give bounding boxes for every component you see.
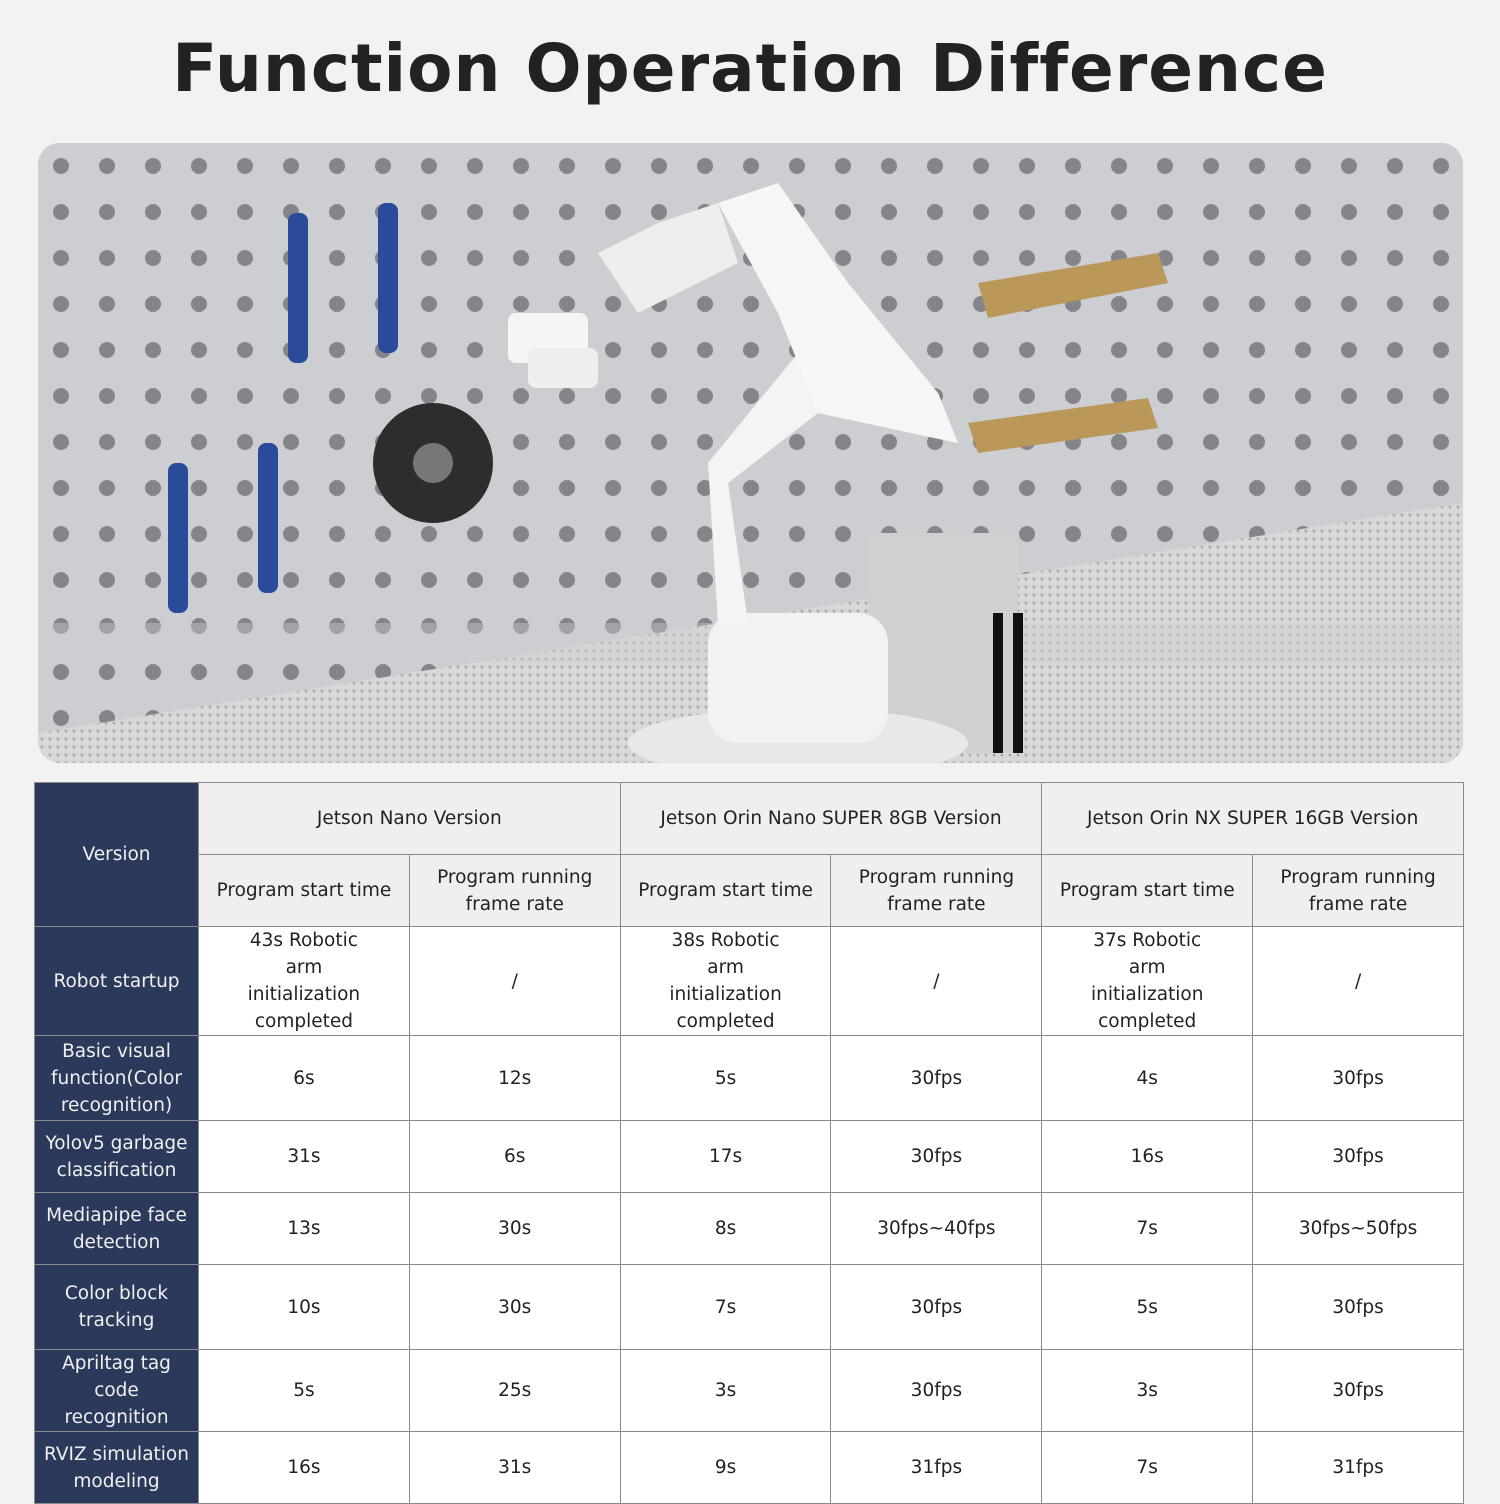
- subheader-start-time: Program start time: [619, 854, 832, 927]
- table-cell: 30fps: [1252, 1349, 1464, 1432]
- page-title: Function Operation Difference: [172, 30, 1328, 107]
- subheader-start-time: Program start time: [1041, 854, 1254, 927]
- version-orin-nano-super: Jetson Orin Nano SUPER 8GB Version: [619, 782, 1043, 855]
- version-orin-nx-super: Jetson Orin NX SUPER 16GB Version: [1041, 782, 1464, 855]
- table-cell: 30fps: [1252, 1120, 1464, 1193]
- subheader-frame-rate: Program running frame rate: [830, 854, 1043, 927]
- table-cell: /: [1252, 926, 1464, 1036]
- table-row: Robot startup 43s Robotic arm initializat…: [34, 926, 1464, 1036]
- table-cell: 30fps: [830, 1264, 1043, 1350]
- table-cell: 8s: [619, 1192, 832, 1265]
- table-cell: 38s Robotic arm initialization completed: [619, 926, 832, 1036]
- subheader-frame-rate: Program running frame rate: [408, 854, 621, 927]
- row-label: Basic visual function(Color recognition): [34, 1035, 199, 1121]
- row-label: Yolov5 garbage classification: [34, 1120, 199, 1193]
- table-cell: 3s: [1041, 1349, 1254, 1432]
- table-cell: 5s: [198, 1349, 410, 1432]
- table-cell: 10s: [198, 1264, 410, 1350]
- table-cell: 30fps: [830, 1349, 1043, 1432]
- version-jetson-nano: Jetson Nano Version: [198, 782, 621, 855]
- table-row: Basic visual function(Color recognition)…: [34, 1035, 1464, 1121]
- table-cell: 5s: [619, 1035, 832, 1121]
- table-cell: 43s Robotic arm initialization completed: [198, 926, 410, 1036]
- table-cell: 5s: [1041, 1264, 1254, 1350]
- table-row: RVIZ simulation modeling 16s 31s 9s 31fps 7s 3…: [34, 1431, 1464, 1504]
- table-cell: 3s: [619, 1349, 832, 1432]
- comparison-table: Version Jetson Nano Version Jetson Orin …: [34, 782, 1464, 1504]
- table-cell: 17s: [619, 1120, 832, 1193]
- table-row: Apriltag tag code recognition 5s 25s 3s 30fp…: [34, 1349, 1464, 1432]
- table-cell: 31s: [408, 1431, 621, 1504]
- table-cell: 25s: [408, 1349, 621, 1432]
- subheader-row: Program start time Program running frame…: [35, 854, 1464, 927]
- table-cell: 16s: [1041, 1120, 1254, 1193]
- robot-arm-photo: [38, 143, 1463, 763]
- table-row: Mediapipe face detection 13s 30s 8s 30fps~40…: [34, 1192, 1464, 1265]
- row-label: Apriltag tag code recognition: [34, 1349, 199, 1432]
- table-cell: 13s: [198, 1192, 410, 1265]
- table-cell: 31fps: [1252, 1431, 1464, 1504]
- table-cell: 30fps: [1252, 1264, 1464, 1350]
- table-cell: 30s: [408, 1264, 621, 1350]
- table-cell: 30s: [408, 1192, 621, 1265]
- table-row: Color block tracking 10s 30s 7s 30fps 5s 30fps: [34, 1264, 1464, 1350]
- table-cell: /: [830, 926, 1043, 1036]
- table-cell: 4s: [1041, 1035, 1254, 1121]
- table-cell: 7s: [1041, 1431, 1254, 1504]
- table-cell: 16s: [198, 1431, 410, 1504]
- table-cell: 30fps~50fps: [1252, 1192, 1464, 1265]
- row-label: Robot startup: [34, 926, 199, 1036]
- table-row: Yolov5 garbage classification 31s 6s 17s 30f…: [34, 1120, 1464, 1193]
- table-cell: 7s: [1041, 1192, 1254, 1265]
- table-cell: 30fps: [830, 1035, 1043, 1121]
- table-cell: 6s: [408, 1120, 621, 1193]
- row-label: RVIZ simulation modeling: [34, 1431, 199, 1504]
- table-cell: 30fps: [1252, 1035, 1464, 1121]
- version-header-row: Version Jetson Nano Version Jetson Orin …: [34, 782, 1464, 927]
- table-cell: 7s: [619, 1264, 832, 1350]
- table-cell: 30fps: [830, 1120, 1043, 1193]
- row-label: Mediapipe face detection: [34, 1192, 199, 1265]
- table-cell: 37s Robotic arm initialization completed: [1041, 926, 1254, 1036]
- subheader-frame-rate: Program running frame rate: [1252, 854, 1464, 927]
- subheader-start-time: Program start time: [198, 854, 410, 927]
- row-label: Color block tracking: [34, 1264, 199, 1350]
- table-cell: 12s: [408, 1035, 621, 1121]
- table-cell: 30fps~40fps: [830, 1192, 1043, 1265]
- table-cell: 6s: [198, 1035, 410, 1121]
- table-cell: 9s: [619, 1431, 832, 1504]
- table-cell: /: [408, 926, 621, 1036]
- table-cell: 31s: [198, 1120, 410, 1193]
- version-label: Version: [34, 782, 199, 927]
- table-cell: 31fps: [830, 1431, 1043, 1504]
